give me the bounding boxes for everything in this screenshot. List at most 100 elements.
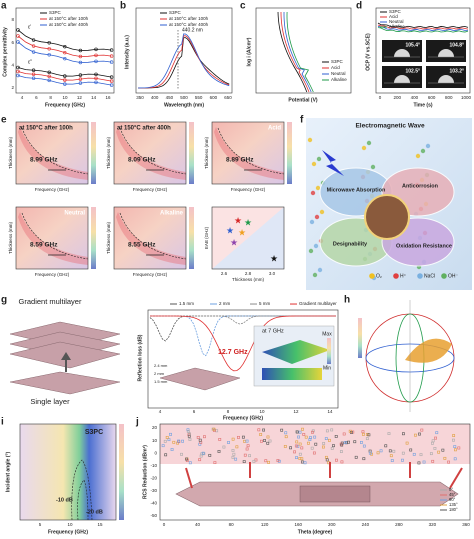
rcs-marker — [186, 428, 190, 432]
contour-map — [114, 207, 186, 269]
panel-letter: e — [1, 115, 7, 126]
rcs-marker — [322, 442, 326, 445]
rcs-marker — [452, 434, 456, 437]
map-title: Alkaline — [160, 211, 184, 217]
rcs-marker — [419, 453, 423, 457]
curve — [377, 26, 469, 32]
rcs-marker — [311, 430, 314, 434]
y-label: log i (A/cm²) — [246, 37, 252, 66]
particle — [315, 185, 321, 191]
tick-label: 20 — [152, 425, 158, 430]
rcs-marker — [392, 449, 396, 453]
tick-label: 280 — [395, 522, 403, 527]
rcs-marker — [312, 451, 316, 455]
tick-label: 400 — [151, 95, 159, 100]
panel-letter: b — [120, 1, 126, 12]
inset-label: at 7 GHz — [262, 328, 284, 334]
tick-label: 3.0 — [269, 271, 276, 276]
marker — [47, 74, 51, 79]
curve — [377, 24, 469, 30]
rcs-marker — [260, 439, 263, 443]
legend-label: S3PC — [169, 10, 182, 15]
curve — [149, 315, 336, 372]
arrow — [185, 467, 193, 489]
tick-label: 16 — [105, 95, 111, 100]
tick-label: 320 — [429, 522, 437, 527]
rcs-marker — [365, 433, 369, 436]
rcs-marker — [301, 427, 304, 431]
particle — [309, 219, 315, 225]
marker — [47, 47, 51, 51]
rcs-marker — [435, 431, 439, 435]
rcs-marker — [313, 435, 317, 439]
rcs-marker — [259, 433, 263, 436]
rcs-marker — [452, 438, 455, 442]
marker — [109, 48, 114, 52]
tick-label: -40 — [150, 501, 157, 506]
x-label: Thickness (mm) — [232, 277, 265, 282]
rcs-marker — [300, 446, 304, 450]
particle — [425, 143, 431, 149]
legend-label: S3PC — [389, 9, 402, 14]
annotation: 440.2 nm — [182, 27, 203, 33]
panel-letter: f — [300, 115, 304, 126]
rcs-marker — [188, 438, 192, 441]
particle — [313, 243, 319, 249]
curve — [283, 11, 312, 93]
rcs-marker — [362, 444, 366, 448]
panel-letter: i — [1, 417, 4, 428]
tick-label: 8 — [227, 409, 230, 414]
axes-frame — [147, 309, 339, 409]
axes-frame — [15, 7, 115, 94]
contour-map — [114, 122, 186, 184]
rcs-marker — [453, 445, 457, 448]
colorbar — [91, 122, 96, 184]
particle — [415, 153, 421, 159]
particle — [312, 272, 318, 278]
legend-label: 2 mm — [219, 301, 231, 306]
single-layer — [9, 371, 121, 395]
rcs-marker — [325, 429, 329, 433]
x-label: Frequency (GHz) — [45, 102, 85, 108]
rcs-marker — [405, 441, 409, 445]
legend-label: 135° — [449, 502, 458, 507]
tick-label: 350 — [136, 95, 144, 100]
marker — [109, 54, 114, 58]
rcs-marker — [389, 454, 393, 458]
y-label: Thickness (mm) — [8, 222, 13, 255]
tick-label: 200 — [393, 95, 401, 100]
rcs-marker — [185, 459, 189, 462]
curve — [286, 11, 314, 93]
marker — [16, 40, 20, 44]
particle — [310, 190, 316, 196]
rcs-marker — [161, 444, 165, 448]
marker — [94, 80, 98, 85]
rcs-marker — [243, 453, 247, 457]
marker — [63, 78, 67, 82]
rcs-marker — [401, 451, 405, 455]
droplet — [394, 49, 410, 57]
rcs-marker — [164, 453, 168, 457]
y-label: Thickness (mm) — [106, 222, 111, 255]
layer-label: 1.5 mm — [154, 379, 168, 384]
particle — [307, 137, 313, 143]
tick-label: 5 — [39, 522, 42, 527]
rcs-marker — [354, 455, 358, 459]
tick-label: 360 — [462, 522, 470, 527]
curve — [150, 315, 336, 325]
rcs-marker — [362, 457, 366, 461]
petal-label: Anticorrosion — [402, 183, 439, 189]
rcs-marker — [295, 440, 299, 444]
rcs-marker — [198, 458, 202, 462]
rcs-marker — [295, 430, 299, 434]
droplet — [438, 49, 454, 57]
rcs-marker — [447, 460, 450, 464]
tick-label: 550 — [195, 95, 203, 100]
rcs-marker — [330, 446, 334, 450]
tick-label: 2 — [11, 85, 14, 90]
star-marker: ★ — [244, 217, 252, 227]
rcs-marker — [248, 454, 251, 458]
curve — [137, 37, 230, 89]
legend-dot — [369, 273, 375, 279]
rcs-marker — [332, 444, 335, 448]
